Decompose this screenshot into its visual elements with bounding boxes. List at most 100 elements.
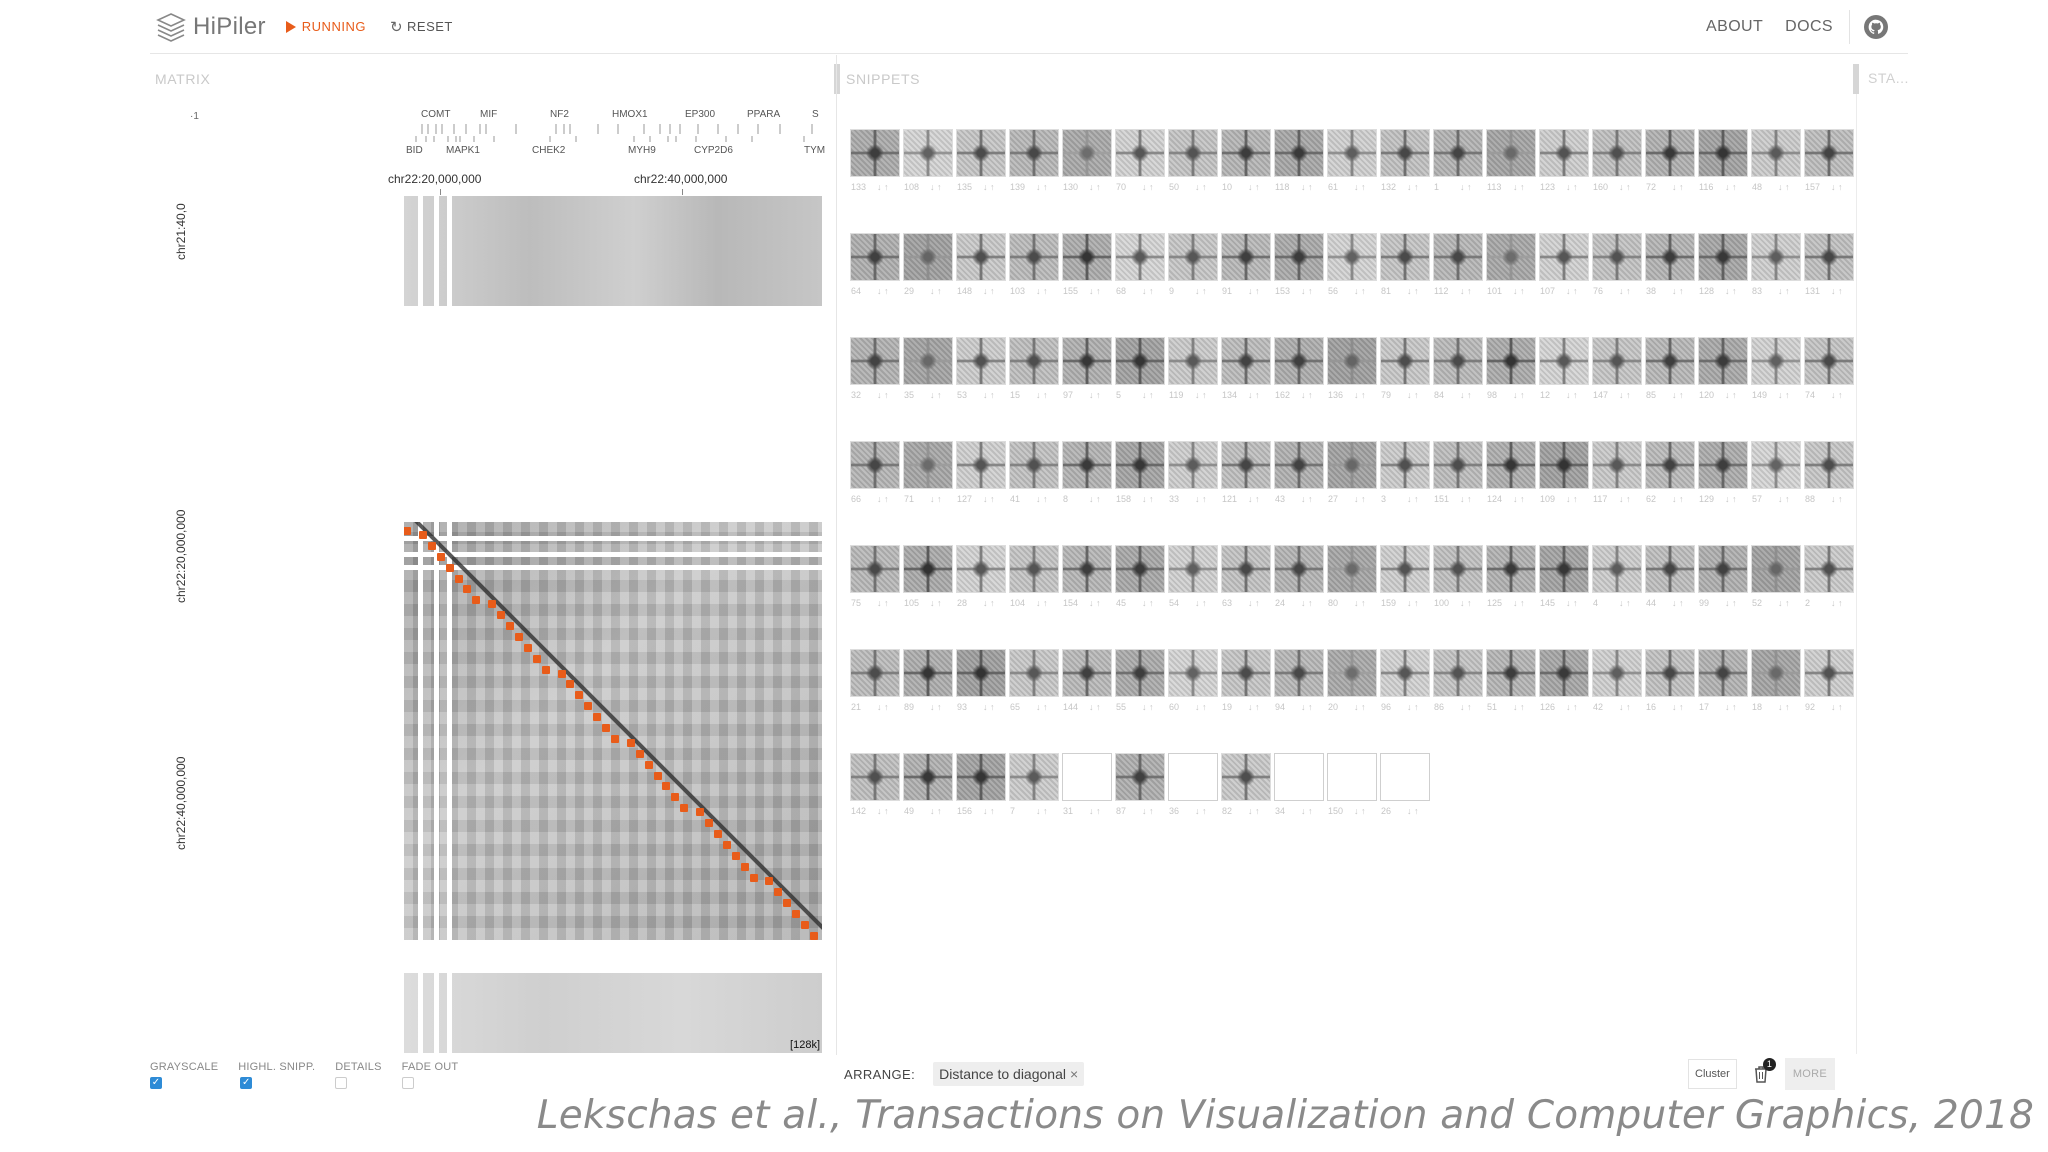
snippet-thumbnail[interactable]: 133 ↓ ↑	[850, 129, 900, 192]
snippet-vote-icons[interactable]: ↓ ↑	[1354, 702, 1366, 712]
snippet-vote-icons[interactable]: ↓ ↑	[1619, 702, 1631, 712]
snippet-vote-icons[interactable]: ↓ ↑	[983, 390, 995, 400]
snippet-thumbnail[interactable]: 126 ↓ ↑	[1539, 649, 1589, 712]
snippet-thumbnail[interactable]: 121 ↓ ↑	[1221, 441, 1271, 504]
snippet-thumbnail[interactable]: 82 ↓ ↑	[1221, 753, 1271, 816]
snippet-highlight-dot[interactable]	[713, 829, 722, 838]
snippet-vote-icons[interactable]: ↓ ↑	[1407, 182, 1419, 192]
snippet-vote-icons[interactable]: ↓ ↑	[1248, 702, 1260, 712]
snippet-vote-icons[interactable]: ↓ ↑	[1725, 494, 1737, 504]
snippet-thumbnail[interactable]: 93 ↓ ↑	[956, 649, 1006, 712]
snippet-vote-icons[interactable]: ↓ ↑	[1407, 598, 1419, 608]
snippet-thumbnail[interactable]: 53 ↓ ↑	[956, 337, 1006, 400]
snippet-vote-icons[interactable]: ↓ ↑	[1195, 390, 1207, 400]
snippet-vote-icons[interactable]: ↓ ↑	[1354, 806, 1366, 816]
snippet-thumbnail[interactable]: 151 ↓ ↑	[1433, 441, 1483, 504]
snippet-vote-icons[interactable]: ↓ ↑	[1619, 494, 1631, 504]
snippet-thumbnail[interactable]: 134 ↓ ↑	[1221, 337, 1271, 400]
snippet-vote-icons[interactable]: ↓ ↑	[1248, 182, 1260, 192]
snippet-vote-icons[interactable]: ↓ ↑	[1513, 598, 1525, 608]
snippet-highlight-dot[interactable]	[445, 563, 454, 572]
snippet-thumbnail[interactable]: 154 ↓ ↑	[1062, 545, 1112, 608]
snippet-highlight-dot[interactable]	[532, 654, 541, 663]
snippet-thumbnail[interactable]: 64 ↓ ↑	[850, 233, 900, 296]
snippet-thumbnail[interactable]: 21 ↓ ↑	[850, 649, 900, 712]
snippet-thumbnail[interactable]: 147 ↓ ↑	[1592, 337, 1642, 400]
snippet-thumbnail[interactable]: 71 ↓ ↑	[903, 441, 953, 504]
snippet-thumbnail[interactable]: 62 ↓ ↑	[1645, 441, 1695, 504]
snippet-vote-icons[interactable]: ↓ ↑	[1407, 286, 1419, 296]
snippet-thumbnail[interactable]: 42 ↓ ↑	[1592, 649, 1642, 712]
snippet-vote-icons[interactable]: ↓ ↑	[1301, 806, 1313, 816]
github-icon[interactable]	[1864, 15, 1888, 39]
snippet-vote-icons[interactable]: ↓ ↑	[1831, 390, 1843, 400]
snippet-highlight-dot[interactable]	[696, 808, 705, 817]
snippet-highlight-dot[interactable]	[575, 691, 584, 700]
snippet-highlight-dot[interactable]	[523, 643, 532, 652]
snippet-highlight-dot[interactable]	[418, 530, 427, 539]
snippet-vote-icons[interactable]: ↓ ↑	[930, 494, 942, 504]
snippet-vote-icons[interactable]: ↓ ↑	[1778, 390, 1790, 400]
snippet-thumbnail[interactable]: 120 ↓ ↑	[1698, 337, 1748, 400]
stats-resize-handle[interactable]	[1853, 64, 1859, 94]
snippet-vote-icons[interactable]: ↓ ↑	[1460, 598, 1472, 608]
snippet-vote-icons[interactable]: ↓ ↑	[1248, 598, 1260, 608]
snippet-thumbnail[interactable]: 160 ↓ ↑	[1592, 129, 1642, 192]
cluster-button[interactable]: Cluster	[1688, 1059, 1737, 1089]
snippet-thumbnail[interactable]: 74 ↓ ↑	[1804, 337, 1854, 400]
snippet-highlight-dot[interactable]	[436, 552, 445, 561]
option-details[interactable]: DETAILS	[335, 1061, 381, 1089]
snippet-vote-icons[interactable]: ↓ ↑	[930, 390, 942, 400]
snippet-thumbnail[interactable]: 26 ↓ ↑	[1380, 753, 1430, 816]
snippet-thumbnail[interactable]: 136 ↓ ↑	[1327, 337, 1377, 400]
snippet-thumbnail[interactable]: 117 ↓ ↑	[1592, 441, 1642, 504]
snippet-vote-icons[interactable]: ↓ ↑	[877, 182, 889, 192]
snippet-vote-icons[interactable]: ↓ ↑	[1513, 390, 1525, 400]
snippet-vote-icons[interactable]: ↓ ↑	[1725, 702, 1737, 712]
snippet-highlight-dot[interactable]	[774, 888, 783, 897]
snippet-thumbnail[interactable]: 27 ↓ ↑	[1327, 441, 1377, 504]
heatmap-top-strip[interactable]	[404, 196, 822, 306]
snippet-thumbnail[interactable]: 60 ↓ ↑	[1168, 649, 1218, 712]
snippet-vote-icons[interactable]: ↓ ↑	[930, 598, 942, 608]
snippet-thumbnail[interactable]: 88 ↓ ↑	[1804, 441, 1854, 504]
snippet-vote-icons[interactable]: ↓ ↑	[1195, 598, 1207, 608]
snippet-thumbnail[interactable]: 45 ↓ ↑	[1115, 545, 1165, 608]
snippet-vote-icons[interactable]: ↓ ↑	[877, 390, 889, 400]
snippet-vote-icons[interactable]: ↓ ↑	[1354, 286, 1366, 296]
close-icon[interactable]: ×	[1069, 1066, 1079, 1082]
snippet-vote-icons[interactable]: ↓ ↑	[1142, 598, 1154, 608]
snippet-vote-icons[interactable]: ↓ ↑	[1036, 598, 1048, 608]
snippet-vote-icons[interactable]: ↓ ↑	[1089, 390, 1101, 400]
details-checkbox[interactable]	[335, 1077, 348, 1089]
snippet-vote-icons[interactable]: ↓ ↑	[1672, 182, 1684, 192]
snippet-highlight-dot[interactable]	[610, 734, 619, 743]
snippet-highlight-dot[interactable]	[427, 541, 436, 550]
snippet-thumbnail[interactable]: 150 ↓ ↑	[1327, 753, 1377, 816]
snippet-vote-icons[interactable]: ↓ ↑	[1566, 598, 1578, 608]
snippet-vote-icons[interactable]: ↓ ↑	[1460, 286, 1472, 296]
snippet-highlight-dot[interactable]	[497, 611, 506, 620]
snippet-vote-icons[interactable]: ↓ ↑	[1778, 702, 1790, 712]
snippet-thumbnail[interactable]: 17 ↓ ↑	[1698, 649, 1748, 712]
snippet-vote-icons[interactable]: ↓ ↑	[1036, 494, 1048, 504]
snippet-thumbnail[interactable]: 129 ↓ ↑	[1698, 441, 1748, 504]
snippet-vote-icons[interactable]: ↓ ↑	[930, 286, 942, 296]
snippet-highlight-dot[interactable]	[644, 760, 653, 769]
snippet-thumbnail[interactable]: 48 ↓ ↑	[1751, 129, 1801, 192]
snippet-vote-icons[interactable]: ↓ ↑	[983, 806, 995, 816]
snippet-thumbnail[interactable]: 145 ↓ ↑	[1539, 545, 1589, 608]
snippet-thumbnail[interactable]: 72 ↓ ↑	[1645, 129, 1695, 192]
snippet-highlight-dot[interactable]	[801, 921, 810, 930]
snippet-vote-icons[interactable]: ↓ ↑	[877, 702, 889, 712]
snippet-thumbnail[interactable]: 51 ↓ ↑	[1486, 649, 1536, 712]
snippet-vote-icons[interactable]: ↓ ↑	[1513, 286, 1525, 296]
snippet-thumbnail[interactable]: 35 ↓ ↑	[903, 337, 953, 400]
snippet-vote-icons[interactable]: ↓ ↑	[1566, 494, 1578, 504]
snippet-vote-icons[interactable]: ↓ ↑	[983, 494, 995, 504]
snippet-highlight-dot[interactable]	[557, 669, 566, 678]
heatmap-main-matrix[interactable]	[404, 522, 822, 940]
snippet-thumbnail[interactable]: 157 ↓ ↑	[1804, 129, 1854, 192]
snippet-highlight-dot[interactable]	[404, 527, 411, 535]
snippet-thumbnail[interactable]: 80 ↓ ↑	[1327, 545, 1377, 608]
